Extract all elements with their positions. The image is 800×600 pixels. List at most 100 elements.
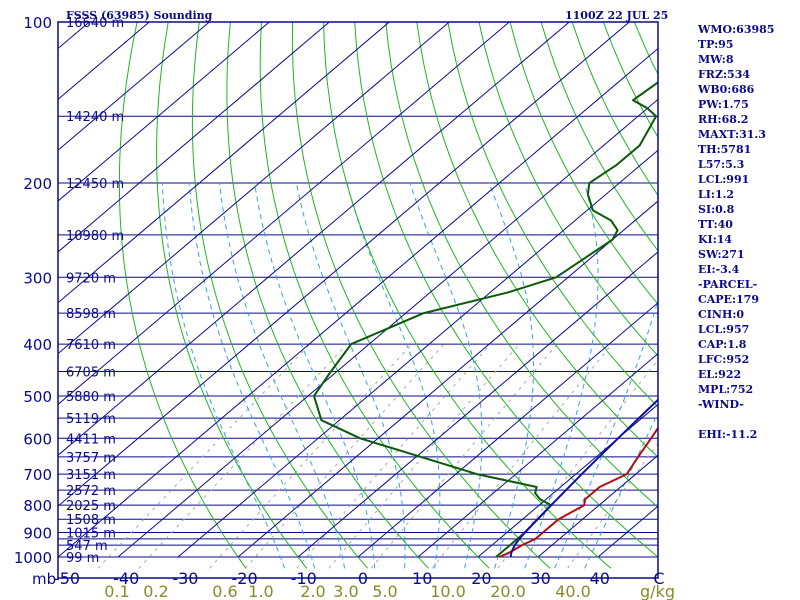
isotherm-lines — [58, 22, 658, 558]
moist-adiabat-line — [188, 183, 316, 569]
height-level-label: 2572 m — [66, 484, 116, 499]
moist-adiabat-line — [219, 183, 346, 569]
dry-adiabat-line — [118, 22, 247, 569]
moist-adiabat-line — [161, 183, 286, 569]
temperature-tick-label: C — [653, 569, 664, 588]
pressure-tick-label: 500 — [23, 388, 52, 406]
dry-adiabat-line — [540, 22, 658, 252]
height-level-label: 6705 m — [66, 365, 116, 380]
height-level-label: 3151 m — [66, 468, 116, 483]
index-item: FRZ:534 — [698, 68, 751, 81]
isotherm-line — [477, 403, 658, 558]
index-item: CINH:0 — [698, 308, 745, 321]
temperature-tick-label: -50 — [54, 569, 80, 588]
temperature-tick-label: -20 — [232, 569, 258, 588]
height-level-label: 7610 m — [66, 338, 116, 353]
isotherm-line — [58, 22, 510, 406]
mixing-ratio-line — [209, 343, 412, 569]
temperature-tick-label: 0 — [358, 569, 368, 588]
temperature-tick-label: -10 — [291, 569, 317, 588]
pressure-tick-label: 900 — [23, 525, 52, 543]
temperature-tick-label: -30 — [172, 569, 198, 588]
parcel-trace — [509, 398, 658, 558]
index-item: -PARCEL- — [698, 278, 758, 291]
mixing-ratio-label: 1.0 — [248, 582, 273, 600]
chart-title: FSSS (63985) Sounding — [66, 9, 213, 22]
isotherm-line — [117, 98, 658, 558]
index-item: WB0:686 — [698, 83, 755, 96]
pressure-tick-label: 400 — [23, 336, 52, 354]
height-level-label: 12450 m — [66, 177, 124, 192]
index-item — [698, 412, 800, 427]
temperature-trace — [498, 426, 658, 558]
dry-adiabat-line — [509, 22, 658, 305]
moist-adiabat-line — [584, 411, 658, 569]
chart-datetime: 1100Z 22 JUL 25 — [565, 9, 669, 22]
height-level-label: 10980 m — [66, 229, 124, 244]
pressure-tick-label: 100 — [23, 14, 52, 32]
mixing-ratio-label: 20.0 — [490, 582, 526, 600]
mixing-ratio-label: 40.0 — [555, 582, 591, 600]
dry-adiabat-line — [478, 22, 658, 357]
dry-adiabat-line — [447, 22, 658, 408]
temperature-tick-label: 40 — [590, 569, 610, 588]
isotherm-line — [417, 352, 658, 558]
pressure-tick-label: 300 — [23, 269, 52, 287]
dry-adiabat-line — [259, 22, 490, 569]
height-level-label: 5880 m — [66, 390, 116, 405]
pressure-unit-label: mb — [32, 570, 56, 588]
height-level-label: 3757 m — [66, 451, 116, 466]
moist-adiabat-line — [554, 298, 658, 569]
index-item: RH:68.2 — [698, 113, 749, 126]
pressure-tick-label: 200 — [23, 175, 52, 193]
temperature-tick-label: 20 — [471, 569, 491, 588]
mixing-ratio-label: 0.6 — [212, 582, 237, 600]
mixing-ratio-line — [328, 343, 520, 569]
sounding-traces — [313, 81, 658, 558]
pressure-tick-label: 600 — [23, 430, 52, 448]
height-level-label: 1015 m — [66, 527, 116, 542]
index-item: PW:1.75 — [698, 98, 749, 111]
moist-adiabat-line — [524, 182, 599, 569]
temperature-tick-label: -40 — [113, 569, 139, 588]
temperature-tick-label: 30 — [530, 569, 550, 588]
index-item: SW:271 — [698, 248, 745, 261]
index-item: SI:0.8 — [698, 203, 735, 216]
isotherm-line — [58, 22, 270, 202]
height-level-label: 2025 m — [66, 499, 116, 514]
isotherm-line — [58, 22, 210, 151]
isotherm-line — [58, 22, 330, 253]
height-level-label: 4411 m — [66, 432, 116, 447]
stability-indices-panel: WMO:63985 TP:95 MW:8 FRZ:534 WB0:686 PW:1.75 R… — [698, 22, 800, 442]
dry-adiabat-line — [385, 22, 658, 508]
index-item: TP:95 — [698, 38, 734, 51]
dry-adiabat-line — [354, 22, 658, 558]
isotherm-line — [58, 22, 630, 507]
index-item: EL:922 — [698, 368, 742, 381]
height-level-label: 1508 m — [66, 513, 116, 528]
mixing-ratio-line — [370, 343, 558, 569]
isotherm-line — [177, 149, 658, 558]
isotherm-line — [537, 454, 658, 558]
mixing-ratio-line — [296, 343, 491, 569]
index-item: CAPE:179 — [698, 293, 759, 306]
mixing-ratio-line — [138, 343, 348, 569]
height-level-label: 14240 m — [66, 110, 124, 125]
pressure-tick-label: 700 — [23, 466, 52, 484]
height-level-label: 8598 m — [66, 307, 116, 322]
dry-adiabat-line — [226, 22, 429, 569]
isotherm-line — [297, 251, 658, 558]
index-item: TT:40 — [698, 218, 733, 231]
temperature-tick-label: 10 — [412, 569, 432, 588]
isotherm-line — [357, 302, 658, 558]
index-item: LFC:952 — [698, 353, 750, 366]
isotherm-line — [58, 22, 390, 304]
dry-adiabat-line — [291, 22, 551, 569]
height-level-label: 5119 m — [66, 412, 116, 427]
isotherm-line — [58, 22, 450, 355]
moist-adiabat-line — [409, 182, 483, 569]
pressure-tick-label: 1000 — [14, 549, 52, 567]
plot-frame — [57, 21, 659, 579]
